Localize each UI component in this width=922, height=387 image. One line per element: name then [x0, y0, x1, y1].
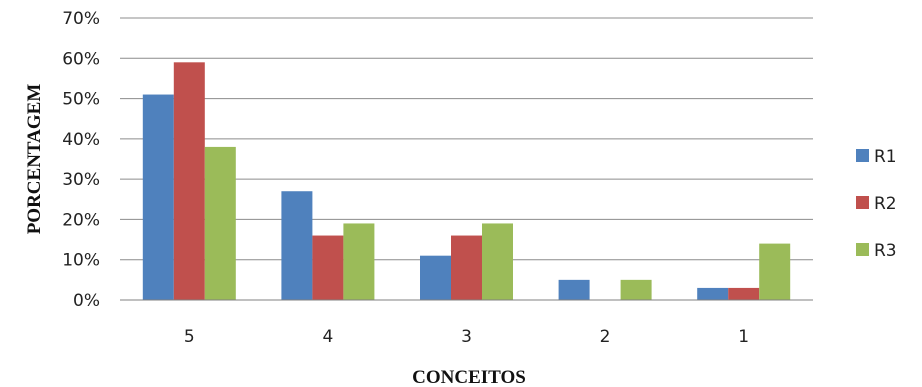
y-tick-labels: 0% 10% 20% 30% 40% 50% 60% 70% [62, 9, 100, 311]
y-tick-label: 60% [62, 49, 100, 69]
bar-r3-5 [204, 146, 236, 300]
bar-r3-3 [482, 223, 513, 300]
bar-r1-3 [420, 255, 451, 300]
bars [142, 62, 791, 301]
x-tick-label: 4 [322, 327, 333, 347]
bar-r2-4 [312, 235, 344, 300]
y-tick-label: 0% [73, 291, 100, 311]
y-tick-label: 50% [62, 90, 100, 110]
legend-swatch-r1 [856, 149, 869, 162]
x-tick-label: 2 [600, 327, 611, 347]
x-axis-title: CONCEITOS [412, 367, 526, 387]
legend-label-r3: R3 [874, 241, 897, 261]
bar-r3-4 [343, 223, 375, 300]
x-tick-label: 5 [184, 327, 195, 347]
bar-r3-1 [759, 243, 791, 300]
bar-r1-2 [558, 279, 590, 300]
legend-swatch-r2 [856, 196, 869, 209]
legend-label-r2: R2 [874, 194, 897, 214]
y-tick-label: 20% [62, 210, 100, 230]
bar-r2-1 [728, 287, 760, 300]
y-tick-label: 70% [62, 9, 100, 29]
bar-r1-4 [281, 191, 313, 300]
bar-r2-3 [451, 235, 482, 300]
x-tick-label: 3 [461, 327, 472, 347]
y-tick-label: 40% [62, 130, 100, 150]
y-tick-label: 30% [62, 170, 100, 190]
legend: R1 R2 R3 [856, 147, 897, 261]
x-tick-label: 1 [738, 327, 749, 347]
bar-r2-5 [173, 62, 205, 300]
bar-r1-5 [142, 94, 174, 301]
bar-r1-1 [697, 287, 729, 300]
x-tick-labels: 5 4 3 2 1 [184, 327, 749, 347]
legend-swatch-r3 [856, 243, 869, 256]
bar-r3-2 [620, 279, 652, 300]
y-tick-label: 10% [62, 251, 100, 271]
y-axis-title: PORCENTAGEM [24, 84, 45, 235]
legend-label-r1: R1 [874, 147, 897, 167]
